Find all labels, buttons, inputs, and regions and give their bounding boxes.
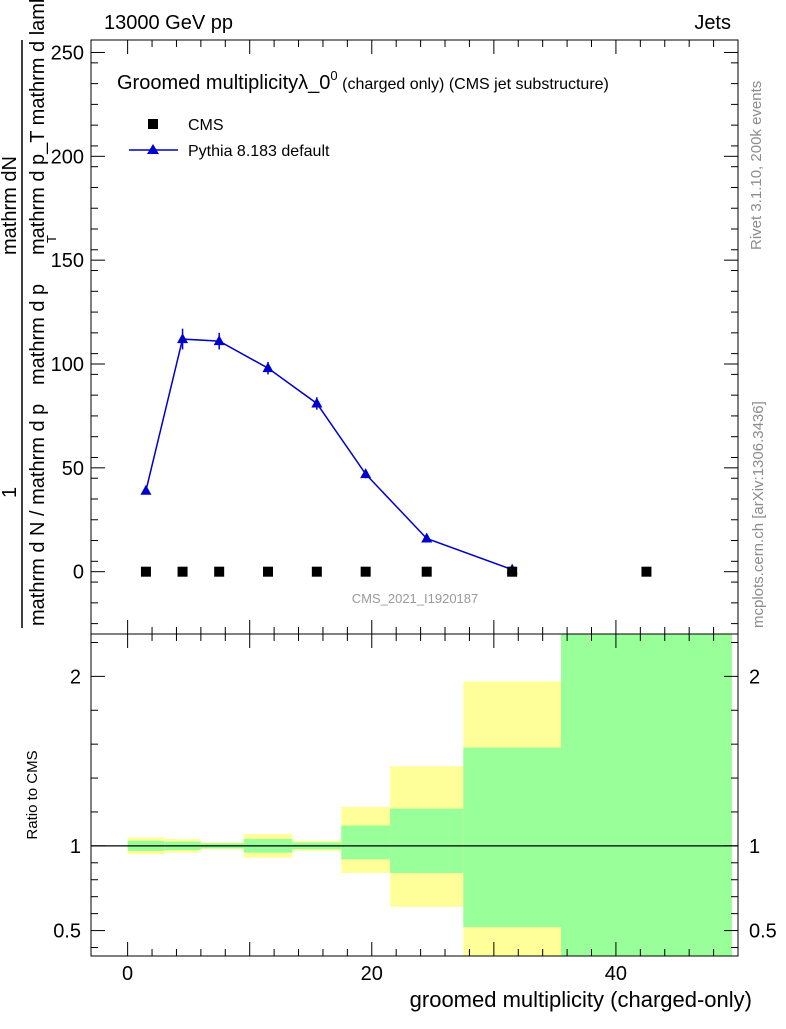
legend-mc-label: Pythia 8.183 default (188, 143, 330, 160)
cms-point-2 (214, 566, 225, 577)
mc-point-4 (311, 397, 323, 408)
mcplots-label: mcplots.cern.ch [arXiv:1306.3436] (750, 401, 767, 628)
legend-cms-marker (148, 119, 158, 129)
watermark: CMS_2021_I1920187 (352, 591, 479, 606)
category-label: Jets (694, 12, 731, 34)
ratio-xtick-label-0: 0 (122, 963, 133, 985)
ylabel-part-dp: mathrm d p (27, 284, 49, 385)
ratio-ytick-label-2: 2 (70, 666, 81, 688)
main-marks (140, 328, 652, 577)
mc-point-6 (421, 532, 433, 543)
energy-label: 13000 GeV pp (104, 12, 233, 34)
mc-point-5 (360, 468, 372, 479)
cms-point-3 (263, 566, 274, 577)
ratio-inner-band-6 (390, 808, 464, 873)
main-ytick-label-3: 150 (51, 250, 84, 272)
legend-mc-marker (147, 144, 159, 154)
ratio-bands (91, 634, 738, 956)
mc-series-line (145, 338, 513, 571)
cms-point-8 (641, 566, 652, 577)
main-ytick-label-1: 50 (62, 458, 84, 480)
legend: CMS Pythia 8.183 default (129, 117, 330, 160)
ratio-ytick-label-0: 0.5 (53, 921, 81, 943)
cms-point-6 (421, 566, 432, 577)
main-ytick-label-0: 0 (73, 562, 84, 584)
main-ytick-label-4: 200 (51, 146, 84, 168)
main-ytick-label-2: 100 (51, 354, 84, 376)
ratio-ytick-label-1: 1 (70, 836, 81, 858)
cms-point-7 (507, 566, 518, 577)
mc-point-2 (213, 335, 225, 346)
legend-cms-label: CMS (188, 117, 224, 134)
plot-title: Groomed multiplicityλ_00 (charged only) … (117, 68, 609, 94)
ratio-ytick-label-right-2: 2 (749, 666, 760, 688)
ratio-xtick-label-2: 40 (605, 963, 627, 985)
mc-point-0 (140, 484, 152, 495)
main-ylabel: mathrm dN mathrm d p_T mathrm d lambda T… (0, 0, 59, 628)
xlabel: groomed multiplicity (charged-only) (410, 987, 752, 1012)
main-axes: 0 50 100 150 200 250 (51, 40, 738, 634)
cms-point-0 (140, 566, 151, 577)
ratio-ytick-label-right-0: 0.5 (749, 921, 777, 943)
main-ytick-label-5: 250 (51, 42, 84, 64)
ratio-inner-band-7 (463, 747, 561, 928)
cms-point-5 (360, 566, 371, 577)
cms-point-4 (311, 566, 322, 577)
ratio-inner-band-8 (560, 634, 732, 956)
ratio-ylabel: Ratio to CMS (24, 750, 41, 839)
ratio-inner-band-5 (341, 825, 391, 860)
rivet-label: Rivet 3.1.10, 200k events (748, 81, 765, 250)
ylabel-part-t: T (44, 235, 59, 243)
ylabel-part-dn-dp: mathrm d N / mathrm d p (27, 404, 49, 626)
ylabel-part-dpt: mathrm d p_T mathrm d lambda (27, 0, 49, 255)
ylabel-numerator: 1 (0, 487, 21, 498)
ratio-ytick-label-right-1: 1 (749, 836, 760, 858)
ratio-axes: 0.5 0.51 12 20 20 40 (53, 634, 777, 985)
ratio-xtick-label-1: 20 (361, 963, 383, 985)
mc-point-3 (262, 362, 274, 373)
cms-point-1 (177, 566, 188, 577)
ratio-plot-frame (90, 633, 739, 957)
mc-point-1 (177, 333, 189, 344)
ylabel-part-dn: mathrm dN (0, 156, 21, 255)
